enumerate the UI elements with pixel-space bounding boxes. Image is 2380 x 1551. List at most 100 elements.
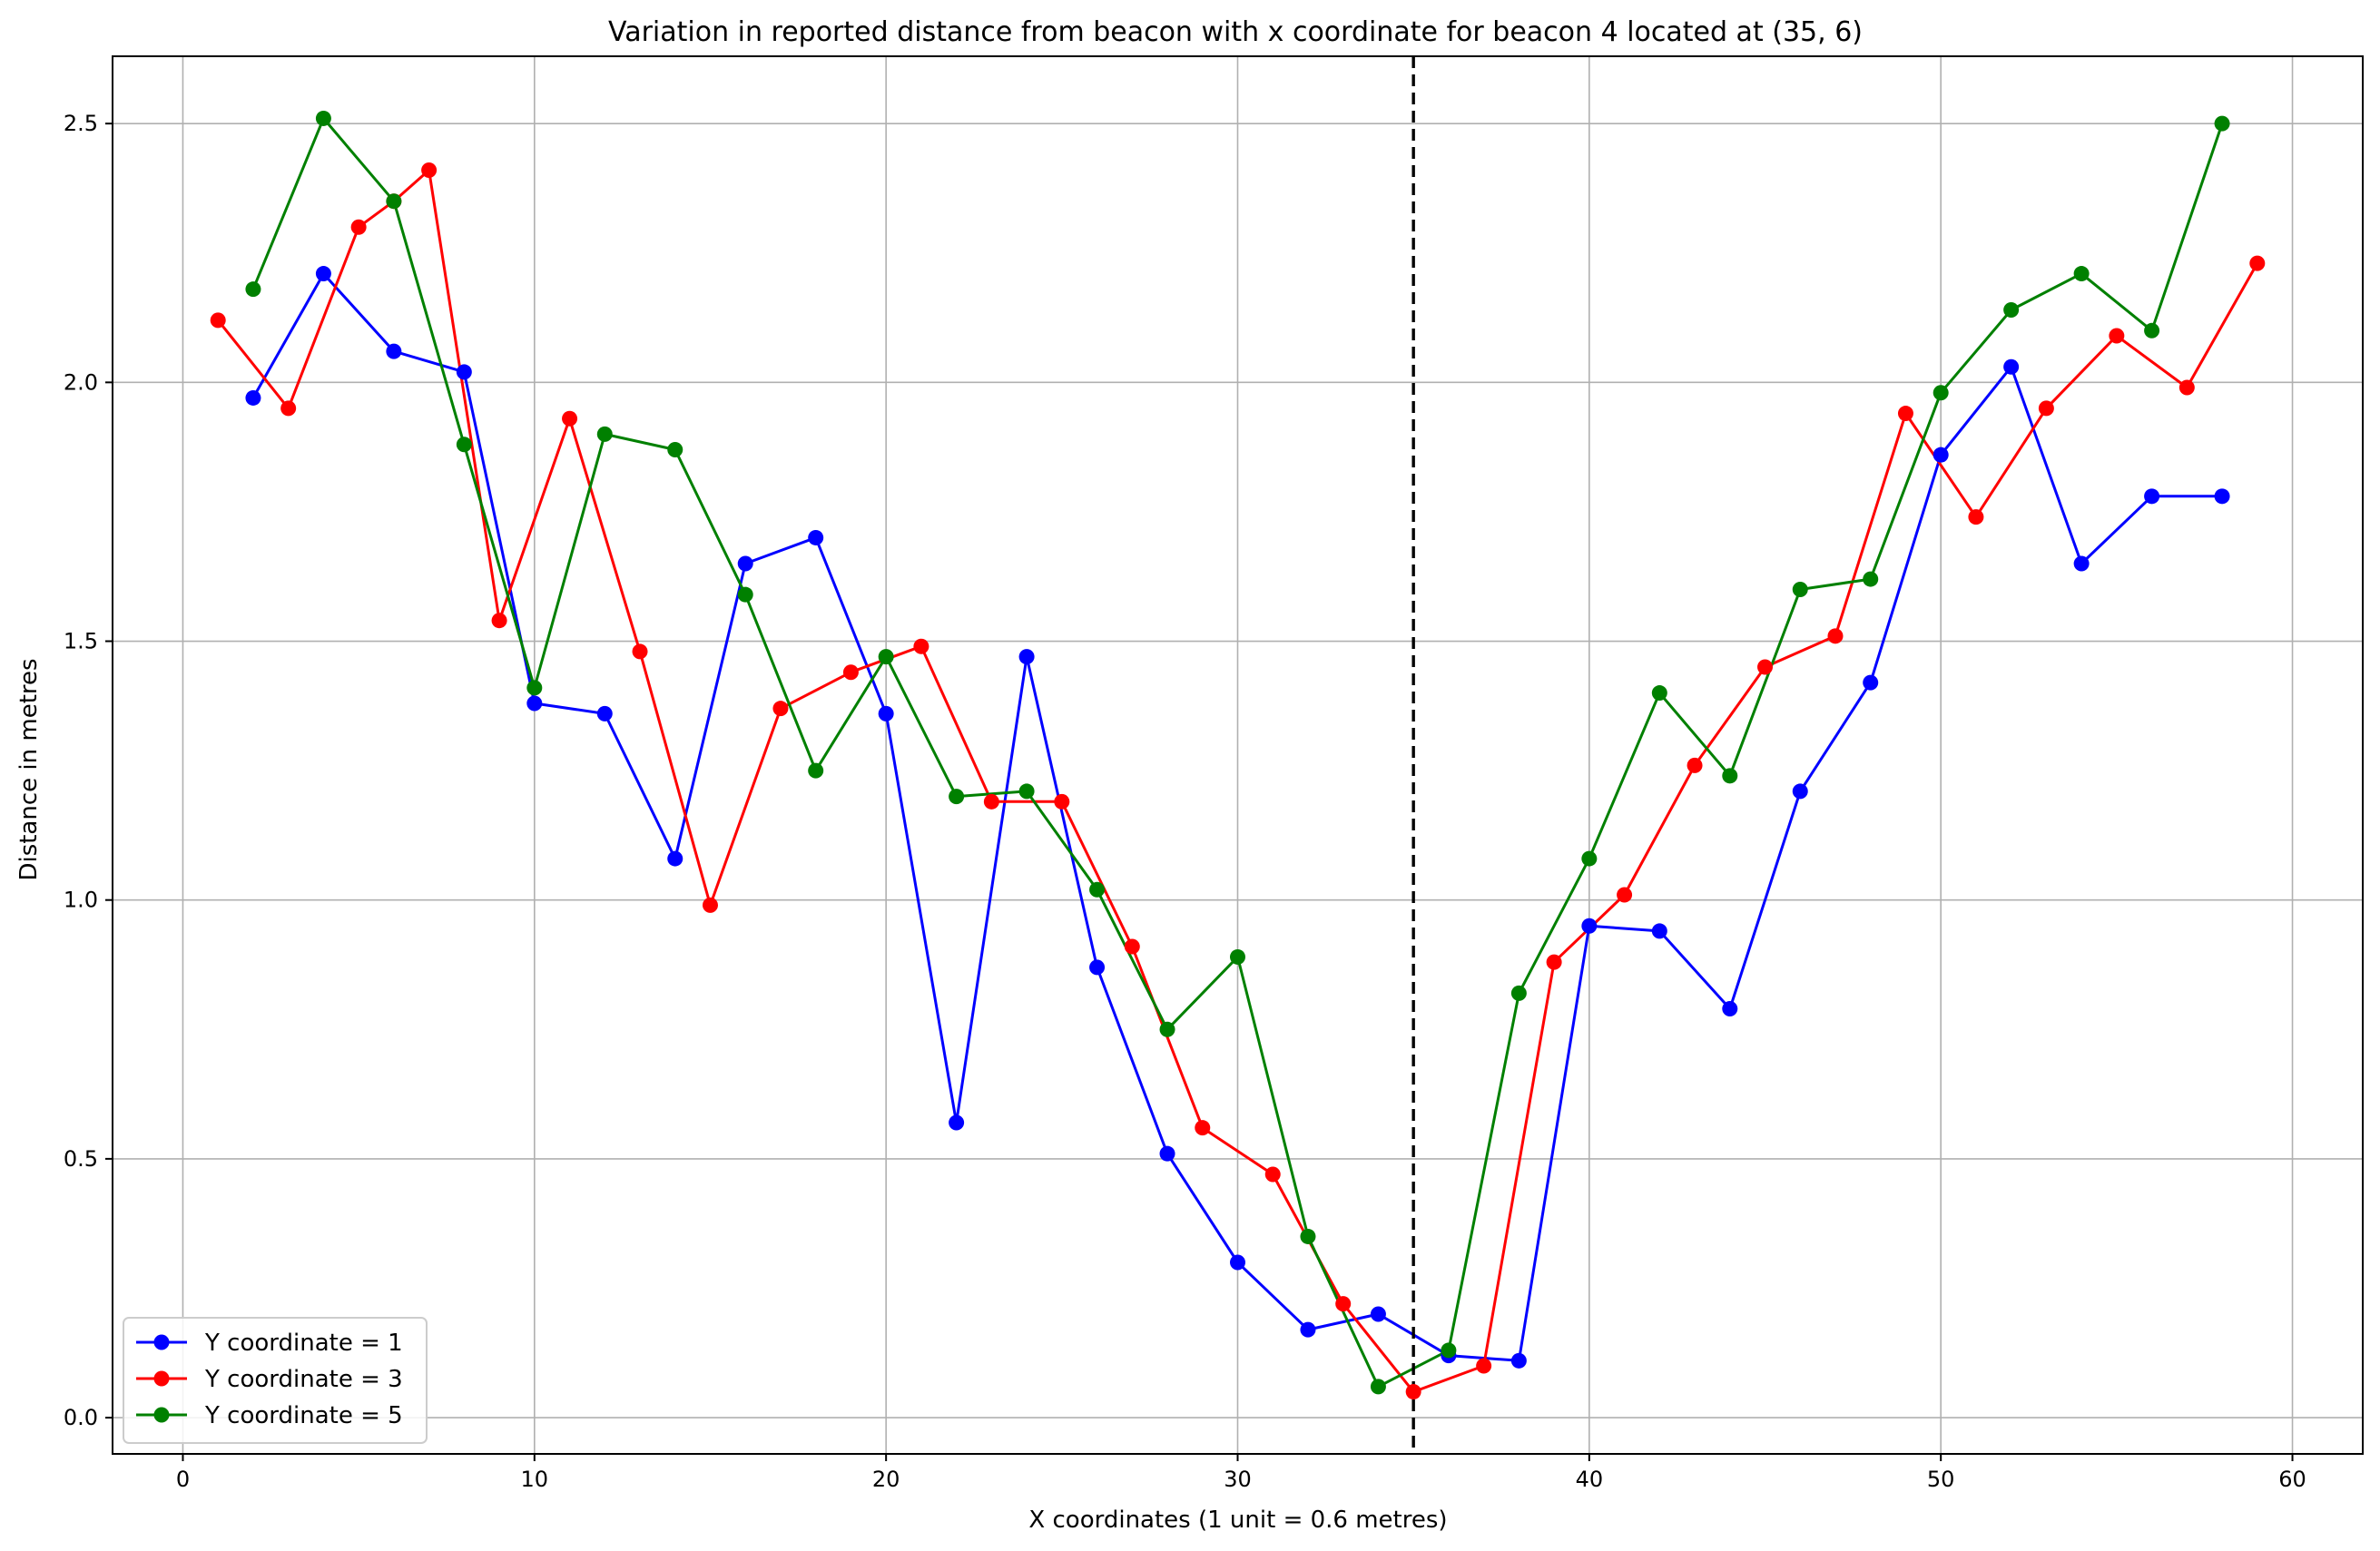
y-tick-label: 0.5: [64, 1146, 98, 1172]
data-point-series-1: [1722, 1000, 1738, 1016]
y-axis-label: Distance in metres: [15, 658, 43, 880]
data-point-series-1: [1933, 447, 1949, 463]
data-point-series-3: [386, 193, 402, 210]
data-point-series-3: [808, 762, 824, 779]
data-point-series-3: [2003, 301, 2020, 318]
data-point-series-3: [1792, 581, 1808, 597]
data-point-series-1: [737, 555, 753, 572]
data-point-series-2: [1757, 659, 1774, 675]
data-point-series-3: [1651, 685, 1667, 702]
data-point-series-3: [315, 110, 331, 126]
data-point-series-2: [1124, 938, 1140, 955]
data-point-series-2: [913, 638, 929, 654]
data-point-series-1: [949, 1114, 965, 1131]
data-point-series-1: [667, 850, 684, 867]
data-point-series-3: [1230, 948, 1245, 965]
data-point-series-1: [1792, 783, 1808, 800]
data-point-series-1: [386, 343, 402, 359]
data-point-series-1: [526, 695, 543, 712]
data-point-series-3: [1863, 571, 1879, 587]
data-point-series-1: [315, 266, 331, 282]
data-point-series-2: [2038, 400, 2054, 417]
grid-lines: [113, 56, 2363, 1454]
legend-box: [123, 1317, 428, 1444]
data-point-series-1: [2144, 488, 2160, 505]
data-point-series-3: [1441, 1342, 1457, 1359]
data-point-series-1: [1863, 674, 1879, 691]
x-tick-label: 40: [1576, 1467, 1604, 1492]
y-tick-label: 0.0: [64, 1405, 98, 1430]
data-point-series-1: [1510, 1352, 1527, 1369]
data-point-series-3: [1581, 850, 1598, 867]
data-point-series-3: [456, 437, 472, 453]
data-point-series-2: [1968, 509, 1984, 525]
data-point-series-1: [1370, 1306, 1386, 1322]
data-point-series-2: [1546, 954, 1562, 970]
data-point-series-3: [1510, 985, 1527, 1001]
x-axis-label: X coordinates (1 unit = 0.6 metres): [1028, 1507, 1447, 1534]
data-point-series-3: [1933, 385, 1949, 401]
data-point-series-2: [1405, 1384, 1421, 1400]
data-point-series-2: [1897, 406, 1913, 422]
data-point-series-2: [491, 613, 507, 629]
data-point-series-2: [1687, 757, 1703, 773]
y-tick-label: 2.5: [64, 111, 98, 136]
data-point-series-2: [2178, 379, 2195, 396]
legend-marker: [153, 1334, 170, 1350]
data-point-series-2: [772, 701, 789, 717]
data-point-series-1: [1018, 649, 1035, 665]
data-point-series-1: [456, 364, 472, 380]
data-point-series-3: [737, 586, 753, 603]
data-point-series-1: [1159, 1145, 1175, 1162]
data-point-series-3: [949, 789, 965, 805]
data-point-series-3: [596, 426, 613, 442]
data-point-series-1: [2073, 555, 2090, 572]
y-tick-label: 1.5: [64, 629, 98, 654]
data-point-series-1: [1089, 959, 1106, 976]
data-point-series-1: [1581, 918, 1598, 934]
data-point-series-3: [2073, 266, 2090, 282]
data-point-series-1: [1651, 923, 1667, 939]
data-point-series-3: [1018, 783, 1035, 800]
data-point-series-1: [245, 389, 261, 406]
series-points: [210, 110, 2266, 1400]
x-tick-label: 0: [176, 1467, 190, 1492]
data-point-series-3: [878, 649, 894, 665]
data-point-series-3: [245, 281, 261, 298]
y-tick-label: 1.0: [64, 888, 98, 913]
data-point-series-3: [1722, 768, 1738, 784]
data-point-series-2: [1827, 628, 1844, 644]
data-point-series-2: [280, 400, 297, 417]
data-point-series-1: [1230, 1254, 1245, 1271]
data-point-series-2: [350, 219, 367, 235]
x-tick-label: 30: [1224, 1467, 1252, 1492]
data-point-series-2: [1264, 1166, 1281, 1183]
data-point-series-2: [983, 793, 999, 810]
x-tick-label: 10: [521, 1467, 549, 1492]
x-tick-label: 50: [1927, 1467, 1955, 1492]
data-point-series-2: [632, 643, 648, 660]
data-point-series-2: [562, 410, 578, 427]
legend-marker: [153, 1407, 170, 1423]
data-point-series-3: [1159, 1021, 1175, 1037]
x-axis-ticks: 0 10 20 30 40 50 60: [176, 1454, 2306, 1492]
x-tick-label: 60: [2278, 1467, 2306, 1492]
data-point-series-1: [808, 529, 824, 545]
data-point-series-2: [702, 897, 718, 913]
data-point-series-1: [2214, 488, 2230, 505]
data-point-series-3: [1370, 1379, 1386, 1395]
data-point-series-2: [2249, 255, 2266, 271]
legend-label: Y coordinate = 3: [204, 1366, 403, 1393]
data-point-series-3: [526, 680, 543, 696]
data-point-series-2: [1617, 887, 1633, 903]
data-point-series-2: [1195, 1120, 1211, 1136]
data-point-series-3: [2214, 115, 2230, 132]
data-point-series-2: [1335, 1296, 1352, 1312]
data-point-series-3: [2144, 322, 2160, 339]
data-point-series-2: [421, 162, 438, 178]
data-point-series-2: [210, 312, 226, 329]
chart-title: Variation in reported distance from beac…: [608, 16, 1863, 48]
data-point-series-2: [2109, 328, 2125, 344]
